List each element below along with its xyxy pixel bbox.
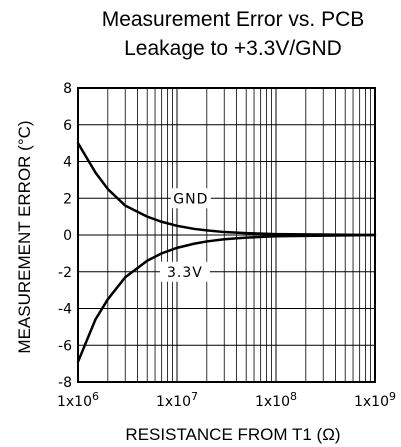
y-tick-label: 2 bbox=[63, 191, 72, 207]
y-tick-label: 4 bbox=[63, 155, 72, 171]
x-tick-label: 1x106 bbox=[57, 390, 99, 410]
y-tick-label: -4 bbox=[58, 302, 72, 318]
y-tick-label: -6 bbox=[58, 338, 72, 354]
series-line-gnd bbox=[76, 141, 377, 237]
x-tick-label: 1x108 bbox=[255, 390, 297, 410]
y-tick-label: -8 bbox=[58, 375, 72, 391]
series-label-bg bbox=[159, 261, 210, 282]
series-label-bg bbox=[170, 188, 211, 209]
plot-frame bbox=[77, 87, 376, 383]
series-line-3-3v bbox=[76, 233, 377, 364]
y-tick-label: -2 bbox=[58, 265, 72, 281]
series-label-3-3v: 3.3V bbox=[167, 265, 203, 281]
data-curves bbox=[76, 141, 377, 364]
series-labels: GND 3.3V bbox=[159, 188, 211, 282]
x-axis-label: RESISTANCE FROM T1 (Ω) bbox=[125, 425, 340, 444]
y-axis-label: MEASUREMENT ERROR (°C) bbox=[15, 120, 34, 353]
x-tick-label: 1x109 bbox=[354, 390, 396, 410]
series-label-gnd: GND bbox=[173, 191, 208, 207]
x-tick-label: 1x107 bbox=[156, 390, 198, 410]
chart-title-line-1: Measurement Error vs. PCB bbox=[102, 8, 365, 31]
y-tick-label: 0 bbox=[63, 228, 72, 244]
y-tick-label: 6 bbox=[63, 118, 72, 134]
chart-title-line-2: Leakage to +3.3V/GND bbox=[124, 37, 342, 60]
y-tick-label: 8 bbox=[63, 81, 72, 97]
